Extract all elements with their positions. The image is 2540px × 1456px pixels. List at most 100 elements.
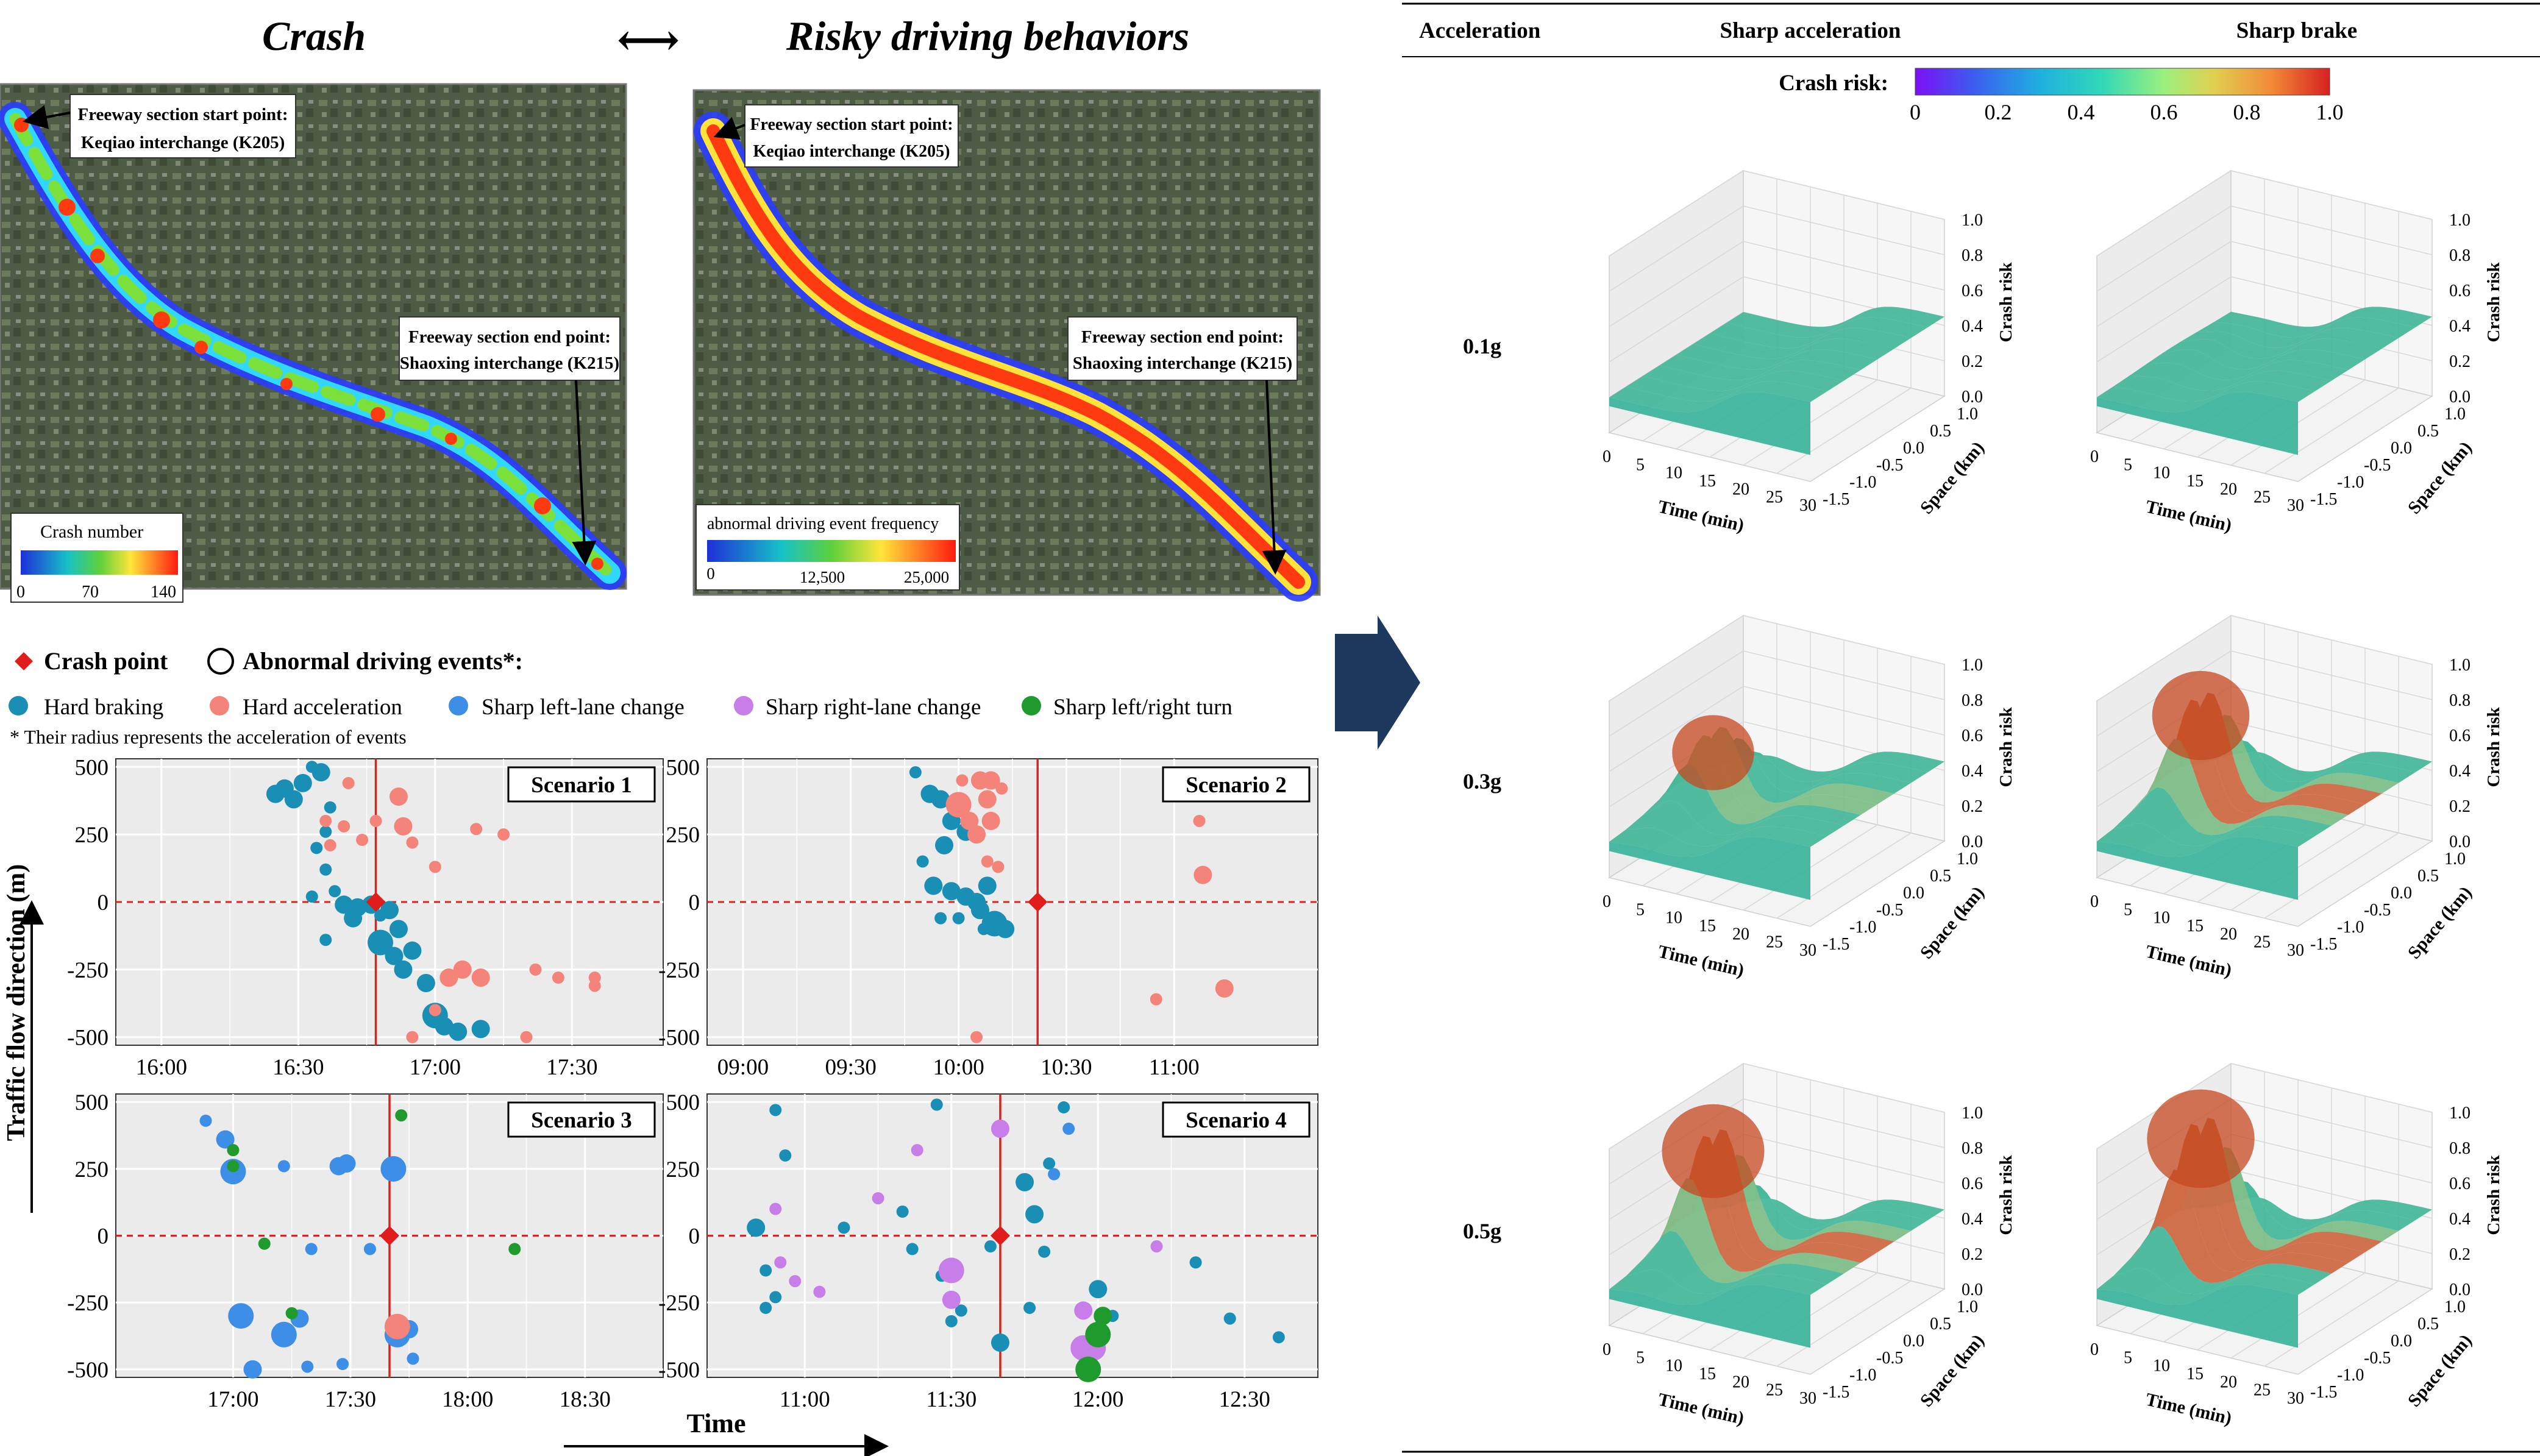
event-point — [769, 1291, 782, 1304]
svg-text:0.4: 0.4 — [2068, 100, 2095, 124]
z-tick-label: 1.0 — [1962, 1104, 1983, 1123]
y-tick-label: 0.5 — [2417, 422, 2439, 441]
x-tick-label: 15 — [1699, 917, 1716, 936]
risk-peak — [1672, 715, 1754, 790]
event-point — [952, 912, 965, 925]
event-point — [945, 792, 972, 818]
y-tick-label: -0.5 — [1876, 456, 1903, 475]
sharp-turn-legend-marker — [1022, 696, 1041, 716]
sharp-right-lane-legend-label: Sharp right-lane change — [766, 695, 981, 720]
z-tick-label: 0.0 — [1962, 388, 1983, 407]
event-point — [774, 1256, 787, 1269]
x-tick-label: 20 — [1732, 1373, 1749, 1391]
z-tick-label: 0.4 — [1962, 762, 1983, 781]
crash-end-label-2: Shaoxing interchange (K215) — [400, 353, 619, 373]
scatter-y-axis-label: Traffic flow direction (m) — [2, 864, 30, 1141]
crash-point-legend-label: Crash point — [44, 647, 168, 675]
event-point — [909, 766, 922, 779]
y-axis-label: Space (km) — [2404, 1330, 2476, 1411]
event-point — [1016, 1173, 1034, 1191]
surface-strip — [2130, 360, 2349, 391]
y-axis-label: Space (km) — [1916, 1330, 1988, 1411]
surface-strip — [1643, 360, 1861, 391]
event-point — [931, 790, 950, 809]
abnormal-events-legend-label: Abnormal driving events*: — [243, 647, 523, 675]
x-tick-label: 0 — [1603, 1340, 1611, 1359]
event-point — [978, 790, 997, 809]
z-axis-label: Crash risk — [2484, 1154, 2503, 1235]
x-tick-label: 15 — [1699, 472, 1716, 491]
y-tick-label: 500 — [666, 755, 700, 780]
x-tick-label: 30 — [1799, 1389, 1816, 1408]
y-tick-label: -250 — [67, 1291, 109, 1316]
crash-heatmap-map: Freeway section start point: Keqiao inte… — [0, 83, 627, 603]
event-point — [368, 929, 394, 956]
x-tick-label: 11:30 — [926, 1387, 977, 1412]
y-tick-label: -1.5 — [2310, 935, 2337, 954]
risky-start-callout: Freeway section start point: Keqiao inte… — [713, 104, 959, 168]
surface-strip — [2130, 1170, 2349, 1284]
event-point — [769, 1104, 782, 1117]
event-point — [1038, 1245, 1051, 1258]
surface-strip — [1626, 1230, 1844, 1294]
risk-peak — [2152, 670, 2250, 761]
x-tick-label: 16:30 — [272, 1055, 324, 1080]
z-tick-label: 0.4 — [2449, 1210, 2471, 1229]
sharp-turn-legend-label: Sharp left/right turn — [1053, 695, 1233, 720]
x-tick-label: 12:00 — [1072, 1387, 1123, 1412]
surface-strip — [1626, 800, 1844, 847]
y-tick-label: 250 — [666, 1157, 700, 1182]
risk-peak — [2147, 1089, 2255, 1188]
surface-plot-03g-acc: 0.0 0.2 0.4 0.6 0.8 1.0 Crash risk 0 5 10 15 20 25 30… — [1603, 614, 2016, 981]
z-axis-label: Crash risk — [1996, 1154, 2016, 1235]
y-tick-label: -500 — [67, 1026, 109, 1051]
row-label-0-1g: 0.1g — [1463, 334, 1501, 358]
z-axis-label: Crash risk — [2484, 261, 2503, 342]
event-point — [324, 801, 336, 814]
row-label-0-5g: 0.5g — [1463, 1219, 1501, 1243]
y-tick-label: -1.5 — [2310, 490, 2337, 509]
x-tick-label: 15 — [2186, 917, 2204, 936]
x-tick-label: 5 — [2124, 1348, 2132, 1367]
surface-strip — [2197, 1147, 2416, 1240]
surface-strip — [2164, 338, 2382, 369]
x-tick-label: 17:00 — [410, 1055, 461, 1080]
crash-point-legend-marker — [15, 652, 33, 670]
y-tick-label: -0.5 — [2364, 456, 2391, 475]
event-point — [356, 834, 369, 847]
z-tick-label: 0.2 — [2449, 1245, 2471, 1264]
event-point — [429, 1004, 441, 1017]
x-axis-label: Time (min) — [2144, 1390, 2233, 1429]
y-tick-label: -250 — [658, 1291, 700, 1316]
event-point — [984, 1240, 997, 1253]
surface-strip — [2097, 381, 2315, 413]
hard-braking-legend-marker — [9, 696, 28, 716]
z-tick-label: 0.6 — [2449, 1174, 2471, 1193]
scatter-panel-4: 500 250 0 -250 -500 11:00 11:30 12:00 12:30 Scena… — [658, 1090, 1318, 1412]
z-tick-label: 0.6 — [2449, 726, 2471, 745]
hard-acceleration-legend-label: Hard acceleration — [243, 695, 402, 720]
event-point — [337, 1154, 356, 1173]
surface-strip — [2097, 1268, 2315, 1305]
y-tick-label: 1.0 — [1957, 405, 1978, 424]
event-point — [911, 1144, 923, 1157]
surface-strip — [1609, 1270, 1827, 1305]
y-tick-label: -1.5 — [1823, 1383, 1849, 1402]
event-point — [978, 876, 997, 895]
y-tick-label: -1.0 — [2337, 1366, 2364, 1385]
t-gridline — [1776, 656, 1912, 919]
row-label-0-3g: 0.3g — [1463, 769, 1501, 794]
event-point — [403, 941, 422, 960]
event-point — [552, 971, 564, 984]
surface-strip — [1726, 307, 1944, 338]
event-point — [924, 876, 943, 895]
z-tick-label: 0.0 — [2449, 833, 2471, 851]
x-tick-label: 17:30 — [546, 1055, 597, 1080]
surface-strip — [2097, 823, 2315, 858]
z-tick-label: 1.0 — [1962, 211, 1983, 230]
crash-end-callout: Freeway section end point: Shaoxing inte… — [399, 316, 621, 566]
sharp-right-lane-legend-marker — [734, 696, 753, 716]
event-point — [319, 825, 332, 838]
event-point — [992, 861, 1005, 873]
scenario-title: Scenario 4 — [1186, 1108, 1286, 1133]
